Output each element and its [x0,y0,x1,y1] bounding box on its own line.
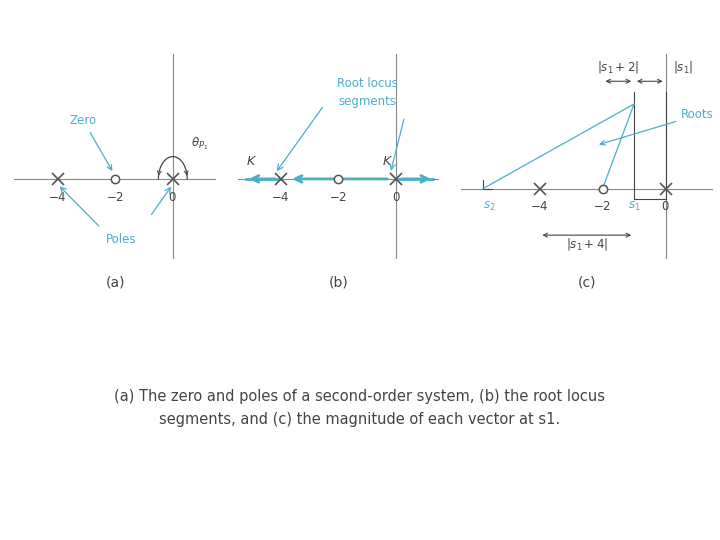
Text: Roots: Roots [600,109,714,145]
Text: $\theta_{P_1}$: $\theta_{P_1}$ [191,136,208,152]
Text: Zero: Zero [70,114,112,170]
Text: $-2$: $-2$ [593,200,612,213]
Text: $s_2$: $s_2$ [483,200,495,213]
Text: $-4$: $-4$ [530,200,549,213]
Text: $-2$: $-2$ [106,191,125,205]
Text: $|s_1+4|$: $|s_1+4|$ [566,236,608,252]
Text: $0$: $0$ [661,200,670,213]
Text: $K$: $K$ [382,154,393,167]
Text: (b): (b) [328,275,348,289]
Text: (c): (c) [577,275,596,289]
Text: $-4$: $-4$ [271,191,290,205]
Text: $-4$: $-4$ [48,191,67,205]
Text: $K$: $K$ [246,154,258,167]
Text: $s_1$: $s_1$ [628,200,640,213]
Text: $|s_1+2|$: $|s_1+2|$ [598,58,639,75]
Text: segments: segments [338,95,396,109]
Text: $-2$: $-2$ [329,191,348,205]
Text: (a) The zero and poles of a second-order system, (b) the root locus
segments, an: (a) The zero and poles of a second-order… [114,389,606,427]
Text: $0$: $0$ [392,191,400,205]
Text: $|s_1|$: $|s_1|$ [672,58,693,75]
Text: $0$: $0$ [168,191,177,205]
Text: Root locus: Root locus [337,77,397,91]
Text: (a): (a) [105,275,125,289]
Text: Poles: Poles [106,233,136,246]
